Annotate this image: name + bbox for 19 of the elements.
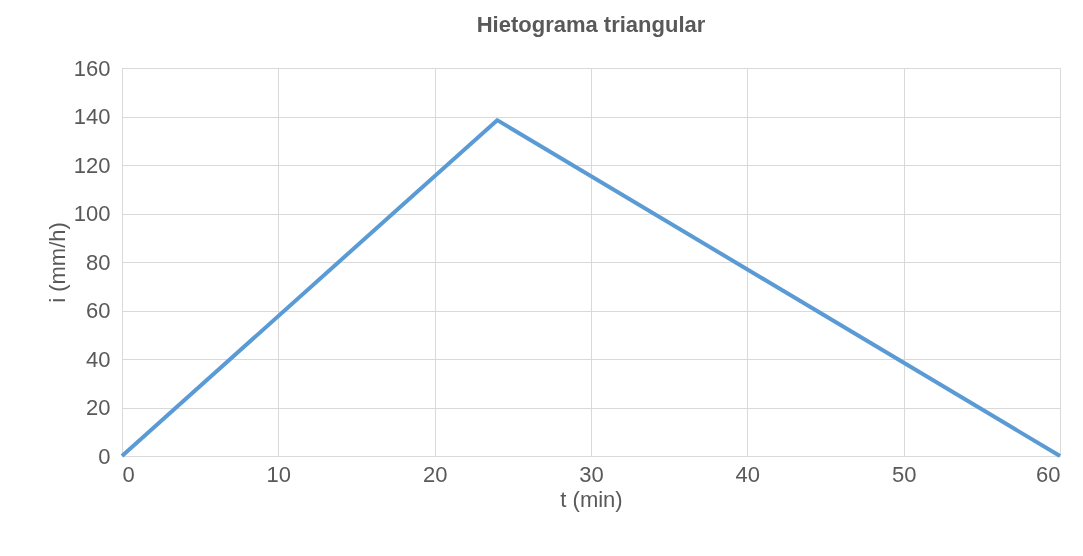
x-axis-title: t (min) (560, 486, 623, 512)
x-tick-label: 50 (891, 461, 917, 487)
y-tick-label: 0 (98, 443, 111, 469)
y-tick-label: 60 (86, 298, 111, 323)
y-tick-label: 160 (73, 55, 111, 81)
y-tick-label: 100 (73, 201, 111, 226)
x-tick-label: 10 (266, 461, 292, 487)
y-tick-label: 20 (86, 395, 111, 420)
x-tick-label: 60 (1036, 461, 1061, 487)
y-tick-label: 140 (73, 104, 111, 129)
x-tick-label: 30 (579, 461, 604, 487)
x-tick-label: 20 (422, 461, 448, 487)
y-axis-title: i (mm/h) (44, 222, 70, 303)
y-tick-label: 120 (73, 152, 111, 178)
x-tick-label: 0 (122, 461, 135, 487)
y-tick-label: 40 (86, 346, 111, 372)
y-tick-label: 80 (86, 249, 111, 275)
chart-title: Hietograma triangular (476, 12, 706, 37)
x-tick-label: 40 (735, 461, 761, 487)
